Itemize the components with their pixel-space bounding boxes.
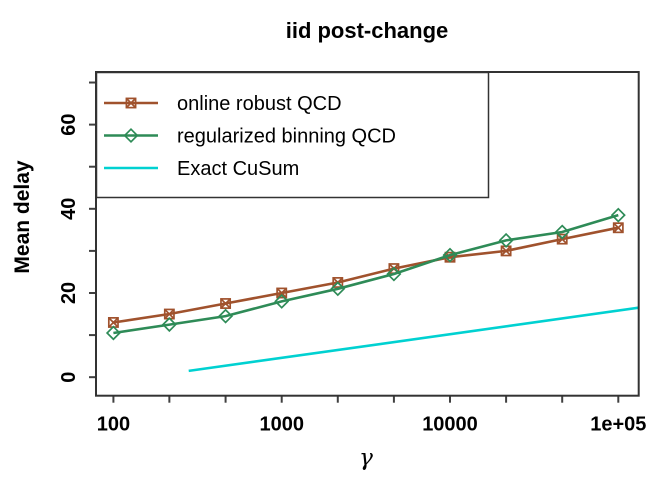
boxed-x-marker bbox=[220, 298, 232, 309]
legend-item-regularized-binning-qcd: regularized binning QCD bbox=[104, 126, 396, 148]
diamond-marker bbox=[123, 127, 139, 144]
x-axis-tick-label: 100 bbox=[97, 414, 130, 436]
series-line-exact-cusum bbox=[188, 306, 639, 373]
diamond-marker bbox=[161, 317, 177, 333]
diamond-marker bbox=[274, 293, 290, 309]
series-regularized-binning-qcd bbox=[105, 207, 626, 341]
legend-item-online-robust-qcd: online robust QCD bbox=[104, 93, 342, 115]
boxed-x-marker bbox=[612, 222, 624, 234]
legend: online robust QCD regularized binning QCD… bbox=[95, 71, 490, 199]
chart-title: iid post-change bbox=[286, 18, 449, 43]
series-exact-cusum bbox=[188, 306, 639, 373]
legend-item-exact-cusum: Exact CuSum bbox=[104, 158, 299, 180]
legend-label: online robust QCD bbox=[177, 93, 342, 115]
boxed-x-marker bbox=[125, 97, 137, 109]
diamond-marker bbox=[218, 308, 234, 324]
diamond-marker bbox=[442, 247, 458, 263]
x-axis-tick-label: 1e+05 bbox=[590, 414, 646, 436]
plot-area: 100 1000 10000 1e+05 0 20 40 60 online robust QC… bbox=[58, 71, 646, 436]
diamond-marker bbox=[610, 207, 626, 223]
y-axis-tick-label: 0 bbox=[58, 372, 80, 383]
x-axis-tick-label: 10000 bbox=[422, 414, 478, 436]
diamond-marker bbox=[105, 325, 121, 341]
y-axis-tick-label: 60 bbox=[58, 113, 80, 135]
diamond-marker bbox=[554, 224, 570, 240]
boxed-x-marker bbox=[276, 287, 288, 299]
series-online-robust-qcd bbox=[107, 222, 624, 328]
series-line-online-robust-qcd bbox=[113, 226, 619, 324]
series-line-regularized-binning-qcd bbox=[113, 213, 619, 335]
x-axis-tick-label: 1000 bbox=[259, 414, 304, 436]
legend-box bbox=[95, 71, 490, 199]
y-axis-tick-label: 20 bbox=[58, 282, 80, 304]
y-axis-label: Mean delay bbox=[11, 160, 34, 274]
diamond-marker bbox=[498, 232, 514, 248]
diamond-marker bbox=[386, 266, 402, 282]
y-axis-tick-label: 40 bbox=[58, 198, 80, 220]
x-axis-label: γ bbox=[359, 445, 373, 471]
diamond-marker bbox=[330, 281, 346, 297]
legend-label: Exact CuSum bbox=[177, 158, 299, 180]
legend-label: regularized binning QCD bbox=[177, 126, 396, 148]
